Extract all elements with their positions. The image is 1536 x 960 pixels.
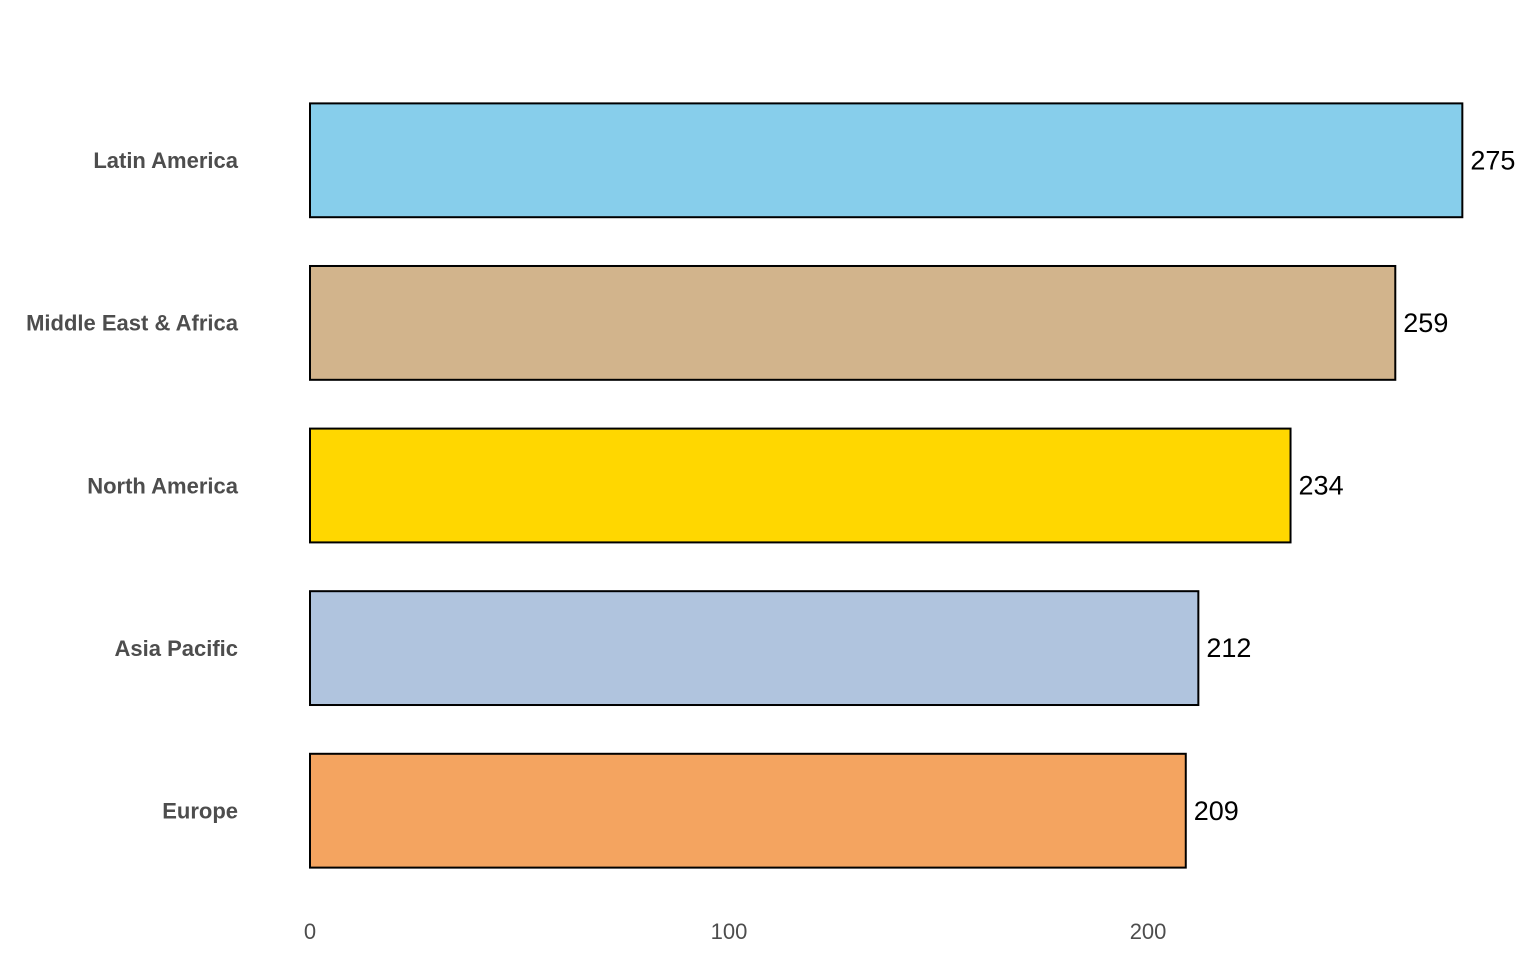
bar (309, 102, 1464, 219)
y-tick-label: North America (87, 473, 239, 498)
bar (309, 264, 1397, 381)
value-label: 234 (1299, 471, 1344, 501)
value-label: 275 (1470, 145, 1515, 175)
bar (309, 427, 1292, 544)
y-tick-label: Latin America (93, 148, 238, 173)
bar (309, 752, 1187, 869)
value-label: 212 (1206, 633, 1251, 663)
bar (309, 590, 1200, 707)
y-tick-label: Europe (162, 799, 238, 824)
y-tick-label: Asia Pacific (114, 636, 238, 661)
x-tick-label: 200 (1130, 919, 1167, 944)
y-tick-label: Middle East & Africa (26, 311, 239, 336)
value-label: 259 (1403, 308, 1448, 338)
value-label: 209 (1194, 796, 1239, 826)
x-tick-label: 100 (711, 919, 748, 944)
x-tick-label: 0 (304, 919, 316, 944)
